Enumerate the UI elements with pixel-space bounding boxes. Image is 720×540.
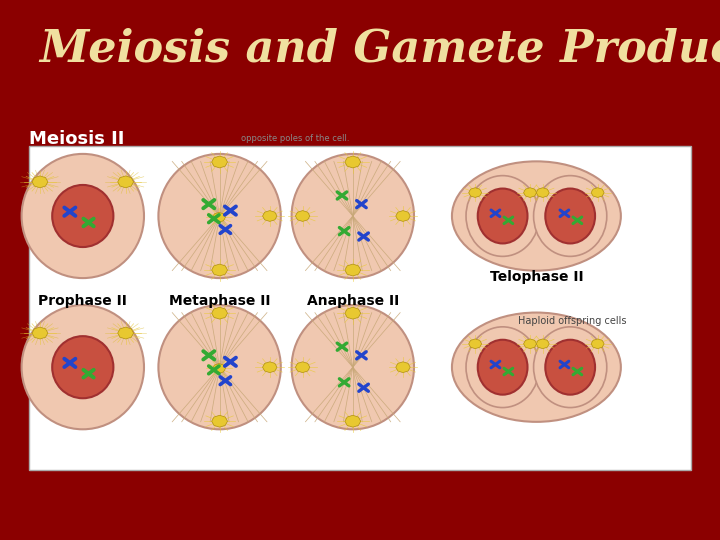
Text: Prophase II: Prophase II — [38, 294, 127, 308]
Ellipse shape — [478, 188, 528, 244]
Ellipse shape — [52, 336, 114, 399]
Ellipse shape — [22, 154, 144, 278]
Ellipse shape — [545, 188, 595, 244]
Text: Telophase II: Telophase II — [490, 270, 583, 284]
Ellipse shape — [22, 305, 144, 429]
Ellipse shape — [158, 305, 281, 429]
Text: Anaphase II: Anaphase II — [307, 294, 399, 308]
Ellipse shape — [292, 154, 414, 278]
Ellipse shape — [478, 340, 528, 395]
Text: Metaphase II: Metaphase II — [169, 294, 270, 308]
Ellipse shape — [158, 154, 281, 278]
Ellipse shape — [545, 340, 595, 395]
Ellipse shape — [292, 305, 414, 429]
Ellipse shape — [466, 327, 539, 408]
Text: Meiosis II: Meiosis II — [29, 130, 124, 147]
Text: opposite poles of the cell.: opposite poles of the cell. — [241, 134, 349, 143]
Ellipse shape — [52, 185, 114, 247]
Text: Haploid offspring cells: Haploid offspring cells — [518, 316, 626, 326]
FancyBboxPatch shape — [29, 146, 691, 470]
Ellipse shape — [452, 161, 621, 271]
Ellipse shape — [452, 313, 621, 422]
Ellipse shape — [466, 176, 539, 256]
Text: Meiosis and Gamete Production: Meiosis and Gamete Production — [40, 27, 720, 70]
Ellipse shape — [534, 327, 607, 408]
Ellipse shape — [534, 176, 607, 256]
